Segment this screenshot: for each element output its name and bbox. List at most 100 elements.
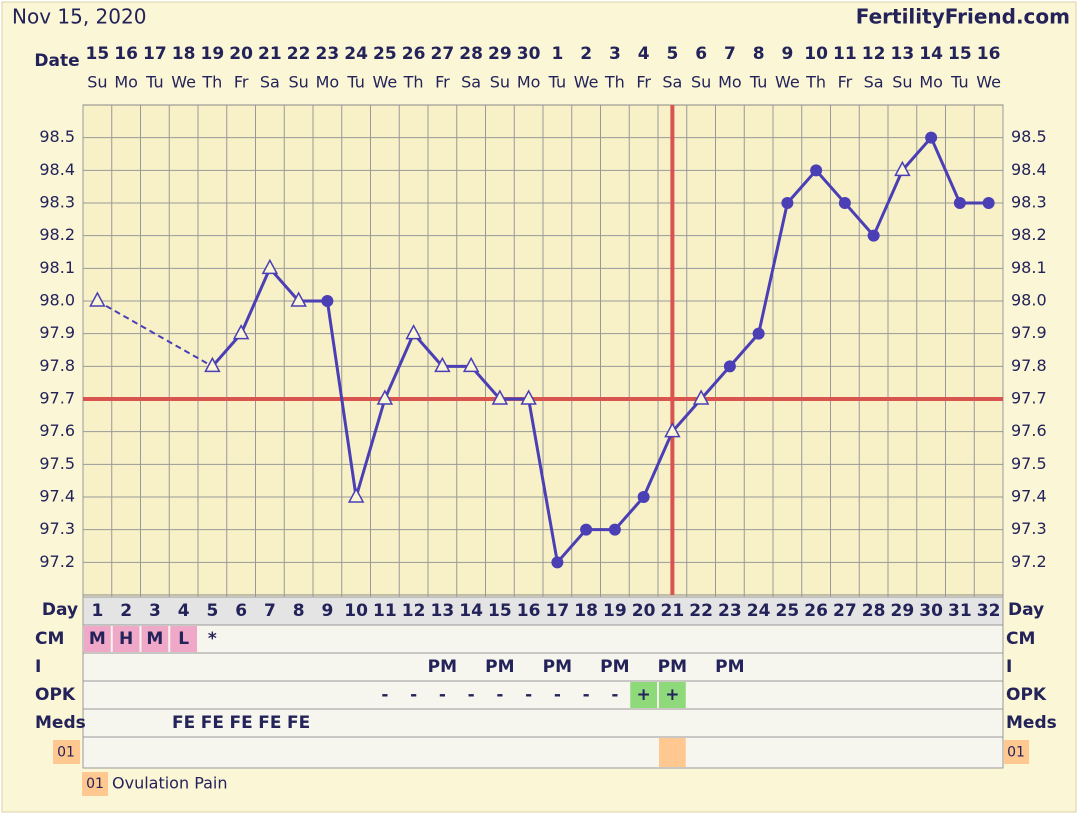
temp-point	[580, 523, 593, 536]
y-tick-label: 98.4	[39, 160, 75, 179]
row-label-right: Meds	[1006, 713, 1057, 733]
weekday: Th	[604, 73, 625, 92]
date: 18	[172, 44, 196, 64]
y-tick-label: 97.8	[39, 356, 75, 375]
temp-point	[692, 389, 710, 405]
cell-text: +	[637, 685, 651, 705]
weekday: Su	[892, 73, 912, 92]
y-tick-label: 98.1	[39, 258, 75, 277]
day-number: 14	[459, 601, 483, 621]
weekday: Tu	[346, 73, 364, 92]
cell-fill	[84, 626, 111, 652]
y-tick-label-right: 98.4	[1011, 160, 1047, 179]
day-row	[82, 596, 1004, 626]
cell-text: PM	[658, 657, 687, 677]
temp-point	[321, 295, 334, 307]
cell-text: -	[583, 685, 590, 705]
temp-point	[781, 197, 794, 209]
date: 20	[229, 44, 253, 64]
date-label: Date	[34, 51, 79, 71]
site-name: FertilityFriend.com	[856, 5, 1070, 29]
day-number: 6	[235, 601, 247, 621]
day-number: 23	[718, 601, 742, 621]
temp-point	[752, 327, 765, 340]
weekday: We	[574, 73, 599, 92]
weekday: Su	[691, 73, 711, 92]
day-number: 20	[632, 601, 656, 621]
weekday: We	[171, 73, 196, 92]
weekday: Mo	[114, 73, 138, 92]
day-number: 19	[603, 601, 627, 621]
date: 3	[609, 44, 621, 64]
day-number: 31	[948, 601, 972, 621]
day-number: 30	[919, 601, 943, 621]
cell-fill	[659, 738, 686, 767]
day-number: 10	[344, 601, 368, 621]
date: 24	[344, 44, 368, 64]
date: 21	[258, 44, 282, 64]
weekday: Sa	[662, 73, 682, 92]
table-row	[82, 680, 1004, 710]
date: 23	[316, 44, 340, 64]
cell-text: FE	[172, 713, 195, 733]
y-tick-label: 97.2	[39, 552, 75, 571]
temp-point	[894, 160, 911, 177]
y-tick-label: 97.4	[39, 487, 75, 506]
day-number: 3	[149, 601, 161, 621]
temp-point	[204, 356, 221, 373]
day-number: 9	[321, 601, 333, 621]
legend-text: Ovulation Pain	[112, 774, 228, 793]
date: 17	[143, 44, 167, 64]
cell-text: PM	[543, 657, 572, 677]
cell-text: -	[496, 685, 503, 705]
temp-line	[211, 134, 989, 566]
cell-text: -	[410, 685, 417, 705]
temp-point	[520, 389, 537, 405]
row-code: 01	[57, 745, 75, 761]
day-number: 4	[178, 601, 190, 621]
date: 14	[919, 44, 943, 64]
date: 27	[431, 44, 455, 64]
day-number: 25	[776, 601, 800, 621]
temp-point	[434, 356, 451, 373]
date: 10	[804, 44, 828, 64]
y-tick-label-right: 97.7	[1011, 389, 1047, 408]
temp-point	[462, 356, 480, 373]
row-label: OPK	[35, 685, 76, 705]
date: 11	[833, 44, 857, 64]
date: 1	[551, 44, 563, 64]
day-number: 7	[264, 601, 276, 621]
cell-text: FE	[258, 713, 281, 733]
y-tick-label: 97.5	[39, 454, 75, 473]
y-tick-label: 98.3	[39, 193, 75, 212]
day-number: 27	[833, 601, 857, 621]
y-tick-label-right: 97.9	[1011, 323, 1047, 342]
code-box-right	[1004, 740, 1029, 764]
weekday: Su	[87, 73, 107, 92]
table-row	[82, 624, 1004, 654]
cell-text: -	[554, 685, 561, 705]
day-label-right: Day	[1008, 600, 1044, 620]
day-number: 5	[206, 601, 218, 621]
day-number: 8	[293, 601, 305, 621]
row-label-right: CM	[1006, 629, 1035, 649]
weekday: Mo	[919, 73, 943, 92]
temp-point	[982, 197, 995, 209]
day-number: 11	[373, 601, 397, 621]
y-tick-label-right: 98.5	[1011, 127, 1047, 146]
y-tick-label-right: 97.4	[1011, 487, 1047, 506]
y-tick-label-right: 97.3	[1011, 519, 1047, 538]
date: 28	[459, 44, 483, 64]
cell-text: -	[439, 685, 446, 705]
temp-point	[347, 487, 365, 503]
cell-fill	[112, 626, 140, 652]
y-tick-label: 98.5	[39, 127, 75, 146]
weekday: Fr	[636, 73, 651, 92]
cell-fill	[170, 626, 197, 652]
weekday: Mo	[316, 73, 340, 92]
date: 16	[977, 44, 1001, 64]
day-number: 16	[517, 601, 541, 621]
y-tick-label-right: 97.8	[1011, 356, 1047, 375]
date: 7	[724, 44, 736, 64]
